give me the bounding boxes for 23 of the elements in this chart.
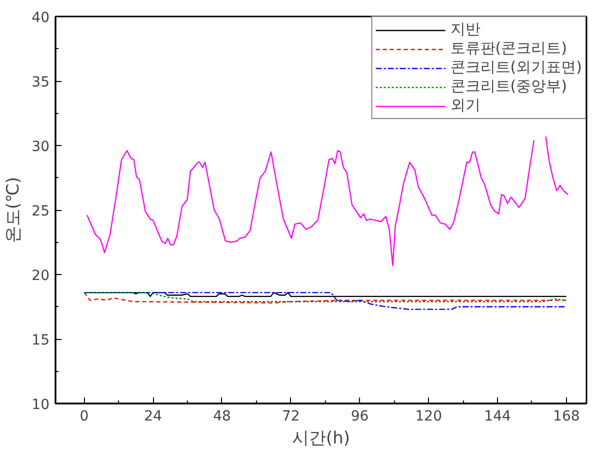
- x-tick-label: 24: [144, 408, 162, 424]
- y-tick-label: 30: [32, 139, 50, 155]
- legend-label: 외기: [450, 96, 480, 115]
- x-tick-label: 168: [553, 408, 580, 424]
- y-tick-label: 40: [32, 10, 50, 26]
- y-tick-label: 25: [32, 204, 50, 220]
- y-axis-title: 온도(℃): [4, 176, 24, 244]
- legend-label: 콘크리트(외기표면): [450, 58, 582, 77]
- y-tick-label: 15: [32, 332, 50, 348]
- x-tick-label: 0: [80, 408, 89, 424]
- x-axis-title: 시간(h): [292, 428, 350, 448]
- x-tick-label: 96: [350, 408, 369, 424]
- legend-label: 콘크리트(중앙부): [450, 77, 567, 96]
- line-series: [84, 292, 568, 310]
- y-tick-label: 20: [32, 268, 50, 284]
- x-tick-label: 48: [213, 408, 231, 424]
- legend-label: 토류판(콘크리트): [450, 39, 567, 58]
- y-tick-label: 35: [32, 74, 50, 90]
- x-tick-label: 120: [415, 408, 442, 424]
- legend-label: 지반: [450, 20, 480, 39]
- y-tick-label: 10: [32, 397, 50, 413]
- x-tick-label: 144: [484, 408, 511, 424]
- x-tick-label: 72: [282, 408, 300, 424]
